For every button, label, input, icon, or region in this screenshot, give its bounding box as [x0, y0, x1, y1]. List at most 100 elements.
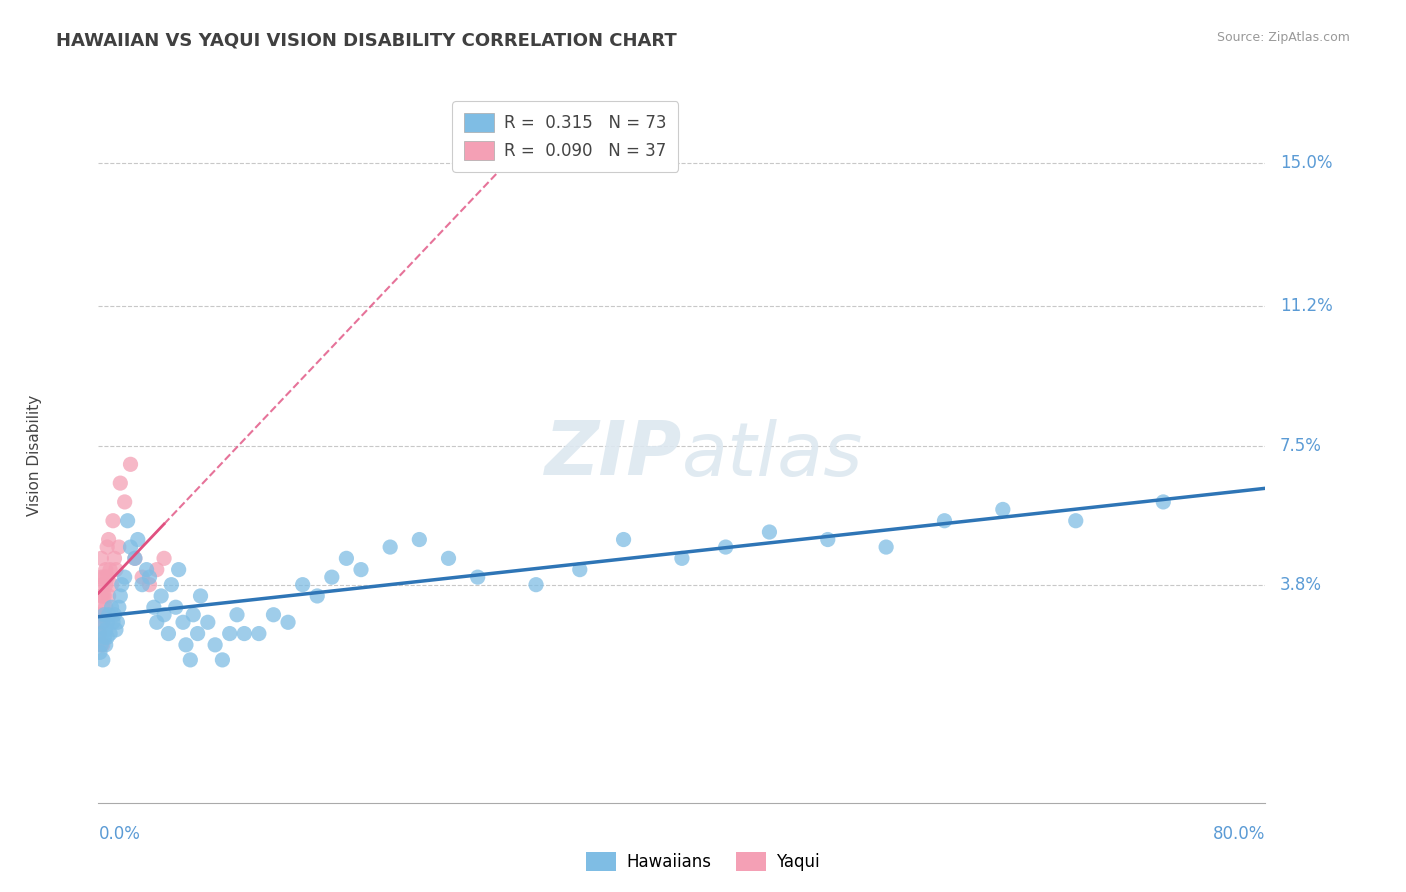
Point [165, 600, 187, 615]
Point [291, 577, 314, 591]
Point [135, 563, 157, 577]
Point [150, 589, 173, 603]
Legend: R =  0.315   N = 73, R =  0.090   N = 37: R = 0.315 N = 73, R = 0.090 N = 37 [453, 102, 678, 171]
Point [146, 615, 169, 630]
Point [131, 570, 153, 584]
Point [114, 570, 136, 584]
Point [91, 600, 114, 615]
Point [167, 563, 190, 577]
Point [124, 551, 146, 566]
Point [94, 600, 117, 615]
Point [127, 533, 149, 547]
Point [174, 638, 197, 652]
Point [467, 570, 489, 584]
Point [204, 638, 226, 652]
Point [110, 476, 132, 491]
Point [93, 607, 115, 622]
Point [96, 615, 118, 630]
Point [181, 607, 204, 622]
Point [437, 551, 460, 566]
Point [153, 551, 176, 566]
Point [138, 570, 160, 584]
Point [101, 514, 124, 528]
Point [307, 589, 329, 603]
Point [321, 570, 343, 584]
Point [378, 540, 402, 554]
Point [262, 607, 284, 622]
Point [1064, 514, 1087, 528]
Point [93, 570, 115, 584]
Point [146, 563, 169, 577]
Point [671, 551, 693, 566]
Point [90, 638, 112, 652]
Point [108, 600, 131, 615]
Point [94, 563, 117, 577]
Point [89, 607, 111, 622]
Point [91, 577, 114, 591]
Point [153, 607, 176, 622]
Point [568, 563, 591, 577]
Point [350, 563, 373, 577]
Point [934, 514, 956, 528]
Point [197, 615, 219, 630]
Text: 3.8%: 3.8% [1279, 575, 1322, 594]
Point [277, 615, 299, 630]
Text: HAWAIIAN VS YAQUI VISION DISABILITY CORRELATION CHART: HAWAIIAN VS YAQUI VISION DISABILITY CORR… [56, 31, 678, 49]
Point [179, 653, 201, 667]
Point [104, 623, 127, 637]
Point [226, 607, 249, 622]
Point [93, 607, 115, 622]
Text: 15.0%: 15.0% [1279, 154, 1333, 172]
Point [218, 626, 240, 640]
Point [160, 577, 183, 591]
Legend: Hawaiians, Yaqui: Hawaiians, Yaqui [578, 843, 828, 880]
Point [93, 589, 115, 603]
Point [96, 570, 118, 584]
Point [97, 607, 120, 622]
Point [89, 615, 111, 630]
Point [97, 589, 120, 603]
Point [142, 600, 165, 615]
Point [335, 551, 357, 566]
Point [247, 626, 270, 640]
Point [90, 551, 112, 566]
Point [1152, 495, 1174, 509]
Point [111, 577, 134, 591]
Point [524, 577, 547, 591]
Point [758, 524, 780, 539]
Point [120, 458, 142, 472]
Text: 7.5%: 7.5% [1279, 436, 1322, 455]
Point [96, 540, 118, 554]
Point [105, 615, 128, 630]
Point [120, 540, 142, 554]
Point [96, 630, 118, 644]
Text: ZIP: ZIP [544, 418, 682, 491]
Point [94, 623, 117, 637]
Text: 80.0%: 80.0% [1213, 825, 1265, 843]
Point [91, 638, 114, 652]
Point [98, 563, 121, 577]
Point [817, 533, 839, 547]
Point [187, 626, 209, 640]
Text: atlas: atlas [682, 419, 863, 491]
Point [94, 638, 117, 652]
Point [91, 589, 114, 603]
Point [98, 626, 121, 640]
Point [612, 533, 634, 547]
Point [101, 615, 124, 630]
Point [190, 589, 212, 603]
Point [91, 615, 114, 630]
Point [117, 514, 139, 528]
Text: 0.0%: 0.0% [98, 825, 141, 843]
Point [97, 533, 120, 547]
Point [110, 589, 132, 603]
Point [93, 630, 115, 644]
Point [90, 570, 112, 584]
Point [124, 551, 146, 566]
Point [408, 533, 430, 547]
Point [108, 540, 131, 554]
Point [89, 638, 111, 652]
Point [103, 551, 125, 566]
Text: Source: ZipAtlas.com: Source: ZipAtlas.com [1216, 31, 1350, 45]
Point [138, 577, 160, 591]
